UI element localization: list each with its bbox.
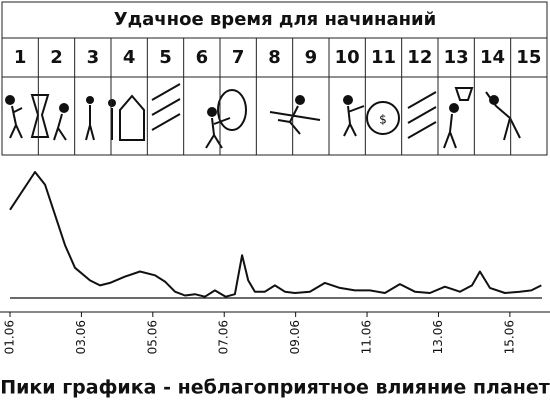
x-tick-label: 09.06 <box>288 320 302 354</box>
x-tick-label: 03.06 <box>74 320 88 354</box>
day-number: 2 <box>50 47 63 68</box>
table-title: Удачное время для начинаний <box>114 9 437 30</box>
x-tick-label: 07.06 <box>217 320 231 354</box>
day-number: 12 <box>407 47 432 68</box>
svg-text:$: $ <box>379 113 387 127</box>
x-tick-label: 05.06 <box>145 320 159 354</box>
day-number: 3 <box>87 47 100 68</box>
day-number: 8 <box>268 47 281 68</box>
x-tick-label: 11.06 <box>360 320 374 354</box>
day-number: 14 <box>480 47 505 68</box>
day-number: 15 <box>516 47 541 68</box>
x-tick-label: 13.06 <box>431 320 445 354</box>
day-number: 5 <box>159 47 172 68</box>
day-number: 7 <box>232 47 245 68</box>
day-number: 11 <box>371 47 396 68</box>
x-tick-label: 15.06 <box>502 320 516 354</box>
day-number: 6 <box>196 47 209 68</box>
day-number: 9 <box>305 47 318 68</box>
caption: Пики графика - неблагоприятное влияние п… <box>0 377 550 399</box>
day-number: 10 <box>335 47 360 68</box>
day-number: 1 <box>14 47 27 68</box>
icons: $ <box>5 83 521 149</box>
day-number: 4 <box>123 47 136 68</box>
table-frame <box>1 1 548 156</box>
day-number: 13 <box>444 47 469 68</box>
line <box>9 171 542 298</box>
x-tick-label: 01.06 <box>3 320 17 354</box>
